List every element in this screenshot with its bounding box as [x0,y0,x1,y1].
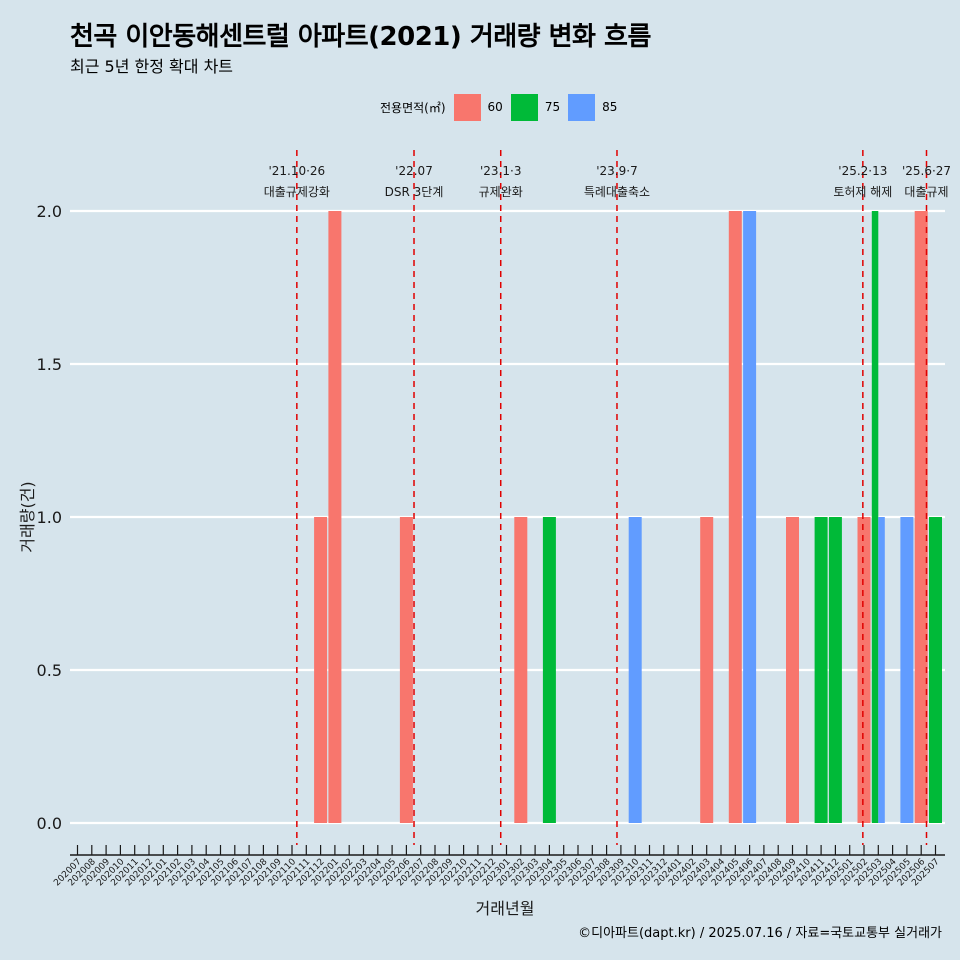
event-text-label: 대출규제 [904,185,948,199]
legend-item-85: 85 [568,93,618,121]
y-tick-label: 2.0 [37,202,62,221]
y-tick-label: 1.5 [37,355,62,374]
bar-75-202412 [828,517,842,823]
legend-swatch-85 [568,93,596,121]
event-text-label: 대출규제강화 [264,185,330,199]
bar-75-202507 [929,517,942,823]
bar-75-202304 [542,517,556,823]
event-text-label: 토허제 해제 [833,185,892,199]
bar-60-202502 [857,517,871,823]
bar-60-202112 [314,517,328,823]
x-axis-title: 거래년월 [476,899,535,918]
bar-85-202406 [743,211,757,823]
event-date-label: '25.6·27 [902,164,951,178]
legend-label-85: 85 [602,100,618,114]
legend-label-60: 60 [487,100,503,114]
event-date-label: '25.2·13 [838,164,887,178]
bar-60-202403 [700,517,714,823]
source-caption: ©디아파트(dapt.kr) / 2025.07.16 / 자료=국토교통부 실… [578,926,942,941]
bar-85-202503 [878,517,885,823]
legend-swatch-60 [453,93,481,121]
y-axis-title: 거래량(건) [18,481,37,552]
legend-label-75: 75 [544,100,561,114]
chart-subtitle: 최근 5년 한정 확대 차트 [70,57,234,76]
legend: 전용면적(㎡) 60 75 85 [380,93,625,121]
event-date-label: '23.9·7 [596,164,637,178]
event-text-label: 규제완화 [479,185,523,199]
event-date-label: '23.1·3 [480,164,521,178]
bar-85-202310 [628,517,642,823]
legend-item-60: 60 [453,93,503,121]
event-date-label: '22.07 [395,164,433,178]
bar-60-202201 [328,211,342,823]
bar-60-202506 [914,211,928,823]
bar-60-202302 [514,517,528,823]
legend-title: 전용면적(㎡) [380,100,446,115]
event-text-label: 특례대출축소 [584,185,650,199]
bar-85-202505 [900,517,914,823]
legend-item-75: 75 [510,93,561,121]
bar-75-202411 [814,517,828,823]
legend-swatch-75 [510,93,538,121]
event-date-label: '21.10·26 [268,164,325,178]
bar-60-202405 [728,211,742,823]
y-tick-label: 0.0 [37,814,62,833]
bar-60-202206 [399,517,413,823]
y-tick-label: 0.5 [37,661,62,680]
y-tick-label: 1.0 [37,508,62,527]
event-text-label: DSR 3단계 [385,185,444,199]
bar-60-202409 [786,517,799,823]
bar-75-202503 [871,211,879,823]
chart-title: 천곡 이안동해센트럴 아파트(2021) 거래량 변화 흐름 [70,22,651,52]
